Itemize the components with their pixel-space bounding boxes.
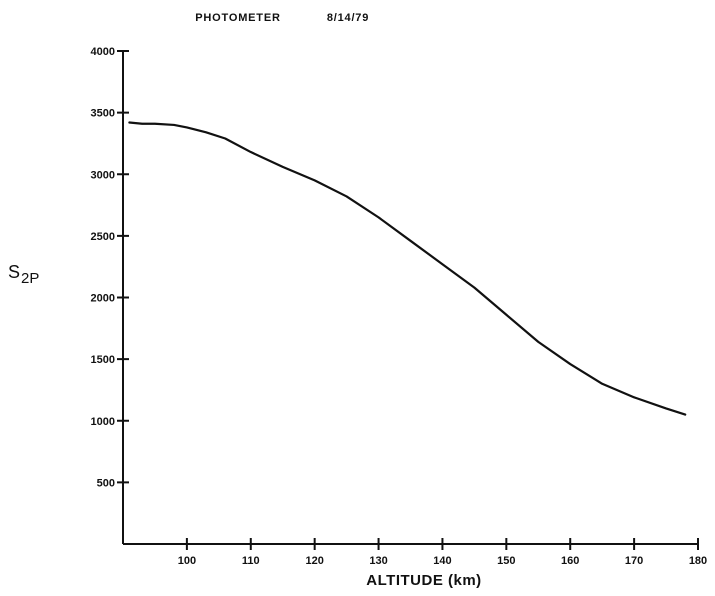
chart-title: PHOTOMETER: [195, 12, 280, 24]
y-tick-label-4000: 4000: [91, 46, 115, 58]
series-point-95: [154, 123, 156, 125]
y-axis-ticks: 500 1000 1500 2000 2500 3000 3500 4000: [91, 46, 129, 489]
series-point-93: [141, 123, 143, 125]
series-point-178: [684, 414, 686, 416]
series-points: [128, 122, 686, 416]
series-point-155: [537, 341, 539, 343]
series-point-115: [282, 166, 284, 168]
series-point-125: [346, 196, 348, 198]
x-tick-label-110: 110: [242, 555, 260, 567]
x-tick-label-100: 100: [178, 555, 196, 567]
x-tick-label-180: 180: [689, 555, 707, 567]
y-tick-label-2500: 2500: [91, 231, 115, 243]
x-tick-label-150: 150: [497, 555, 515, 567]
x-tick-label-160: 160: [561, 555, 579, 567]
y-tick-label-2000: 2000: [91, 293, 115, 305]
series-point-103: [205, 131, 207, 133]
y-axis-label: S 2P: [8, 262, 39, 287]
series-point-135: [410, 240, 412, 242]
series-point-175: [665, 408, 667, 410]
series-point-150: [505, 314, 507, 316]
series-line: [128, 121, 687, 416]
series-point-145: [473, 287, 475, 289]
y-tick-label-3500: 3500: [91, 108, 115, 120]
x-tick-label-120: 120: [305, 555, 323, 567]
y-axis-label-main: S: [8, 262, 20, 282]
y-tick-label-1000: 1000: [91, 416, 115, 428]
chart-title-group: PHOTOMETER 8/14/79: [195, 12, 369, 24]
series-point-170: [633, 396, 635, 398]
series-point-106: [224, 138, 226, 140]
series-point-160: [569, 363, 571, 365]
x-tick-label-170: 170: [625, 555, 643, 567]
x-axis-label: ALTITUDE (km): [366, 572, 481, 589]
x-tick-label-130: 130: [369, 555, 387, 567]
y-axis-label-sub: 2P: [21, 270, 39, 287]
series-point-100: [186, 127, 188, 129]
x-axis-ticks: 100 110 120 130 140 150 160 170 180: [178, 538, 707, 567]
y-tick-label-1500: 1500: [91, 354, 115, 366]
chart-date: 8/14/79: [327, 12, 369, 24]
series-point-120: [314, 180, 316, 182]
series-point-98: [173, 124, 175, 126]
series-point-130: [378, 216, 380, 218]
x-tick-label-140: 140: [433, 555, 451, 567]
series-point-140: [442, 263, 444, 265]
series-point-91: [128, 122, 130, 124]
series-point-110: [250, 151, 252, 153]
y-tick-label-3000: 3000: [91, 169, 115, 181]
y-tick-label-500: 500: [97, 477, 115, 489]
series-point-165: [601, 383, 603, 385]
